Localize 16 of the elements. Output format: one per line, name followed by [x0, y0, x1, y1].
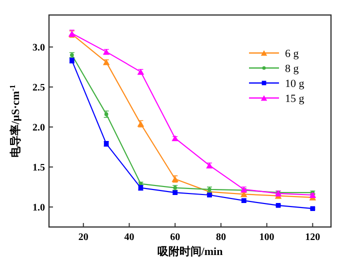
y-tick-label: 1.5 — [32, 162, 45, 174]
x-tick-label: 60 — [170, 232, 180, 243]
x-tick-label: 80 — [216, 232, 226, 243]
x-tick-label: 120 — [305, 232, 320, 243]
y-tick-label: 2.5 — [32, 82, 45, 94]
y-tick-label: 1.0 — [32, 202, 45, 214]
x-axis-title: 吸附时间/min — [157, 245, 223, 258]
x-tick-label: 100 — [259, 232, 274, 243]
y-tick-label: 2.0 — [32, 122, 45, 134]
x-tick-label: 20 — [78, 232, 88, 243]
legend-label: 15 g — [285, 93, 305, 105]
x-tick-label: 40 — [124, 232, 134, 243]
legend-label: 8 g — [285, 63, 300, 75]
y-tick-label: 3.0 — [32, 42, 45, 54]
legend-label: 6 g — [285, 48, 300, 60]
legend-label: 10 g — [285, 78, 305, 90]
